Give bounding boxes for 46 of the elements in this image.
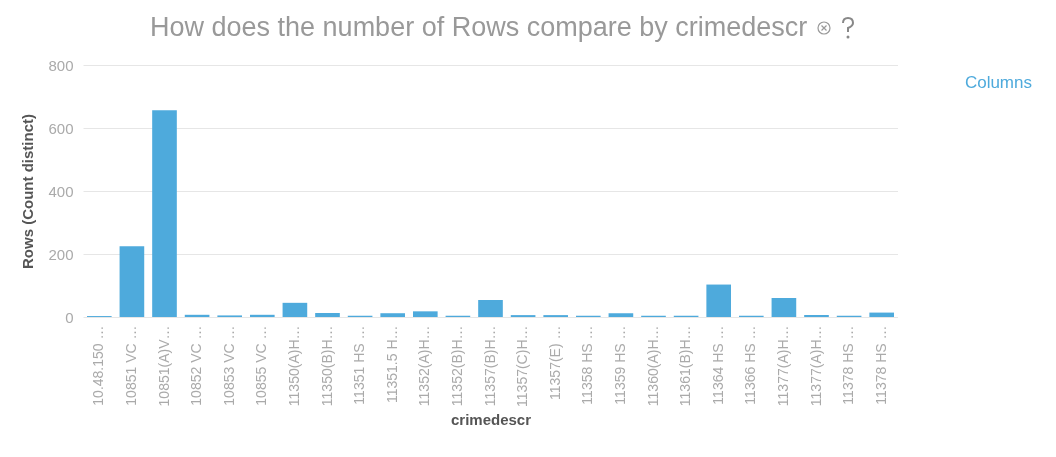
x-tick-label: 11357(E) …: [546, 325, 563, 400]
x-tick-label: 11377(A)H…: [774, 325, 791, 407]
y-tick-label: 800: [48, 56, 74, 74]
x-tick-label: 10851(A)V…: [155, 325, 172, 407]
x-tick-label: 10852 VC …: [188, 325, 205, 406]
x-tick-label: 10851 VC …: [122, 325, 139, 406]
text: Columns: [964, 73, 1032, 93]
bar: [412, 311, 438, 317]
x-tick-label: 11378 HS …: [872, 325, 889, 405]
x-tick-label: 11350(B)H…: [318, 325, 335, 407]
bar: [249, 314, 275, 317]
bar: [608, 313, 634, 317]
x-tick-label: 10.48.150 …: [90, 325, 107, 406]
x-tick-label: 11361(B)H…: [677, 325, 694, 407]
y-tick-label: 200: [48, 245, 74, 263]
bar: [771, 298, 797, 317]
bar: [869, 312, 895, 317]
bar: [119, 246, 145, 317]
y-axis-title: Rows (Count distinct): [19, 114, 37, 269]
x-tick-label: 11378 HS …: [840, 325, 857, 405]
bar: [478, 299, 503, 317]
x-tick-label: 11351.5 H…: [383, 325, 400, 404]
x-tick-label: 11352(A)H…: [416, 325, 433, 407]
bar: [706, 284, 732, 317]
bar: [282, 302, 308, 317]
chart-title: How does the number of Rows compare by crimedescr: [150, 12, 808, 43]
x-tick-label: 11360(A)H…: [644, 325, 661, 407]
x-tick-label: 11351 HS …: [351, 325, 368, 405]
x-tick-label: 11357(B)H…: [481, 325, 498, 407]
y-tick-label: 400: [48, 182, 74, 200]
bar: [152, 110, 177, 317]
x-tick-label: 10855 VC …: [253, 325, 270, 406]
x-axis-title: crimedescr: [450, 410, 532, 428]
x-tick-label: 11357(C)H…: [514, 325, 531, 407]
bar: [380, 313, 406, 317]
x-tick-label: 10853 VC …: [220, 325, 237, 406]
x-tick-label: 11350(A)H…: [285, 325, 302, 407]
x-tick-label: 11358 HS …: [579, 325, 596, 405]
x-tick-label: 11377(A)H…: [807, 325, 824, 407]
x-tick-label: 11359 HS …: [611, 325, 628, 405]
y-tick-label: 0: [65, 308, 74, 326]
x-tick-label: 11364 HS …: [709, 325, 726, 405]
y-tick-label: 600: [48, 119, 74, 137]
x-tick-label: 11366 HS …: [742, 325, 759, 405]
x-tick-label: 11352(B)H…: [448, 325, 465, 407]
bar: [315, 312, 340, 317]
